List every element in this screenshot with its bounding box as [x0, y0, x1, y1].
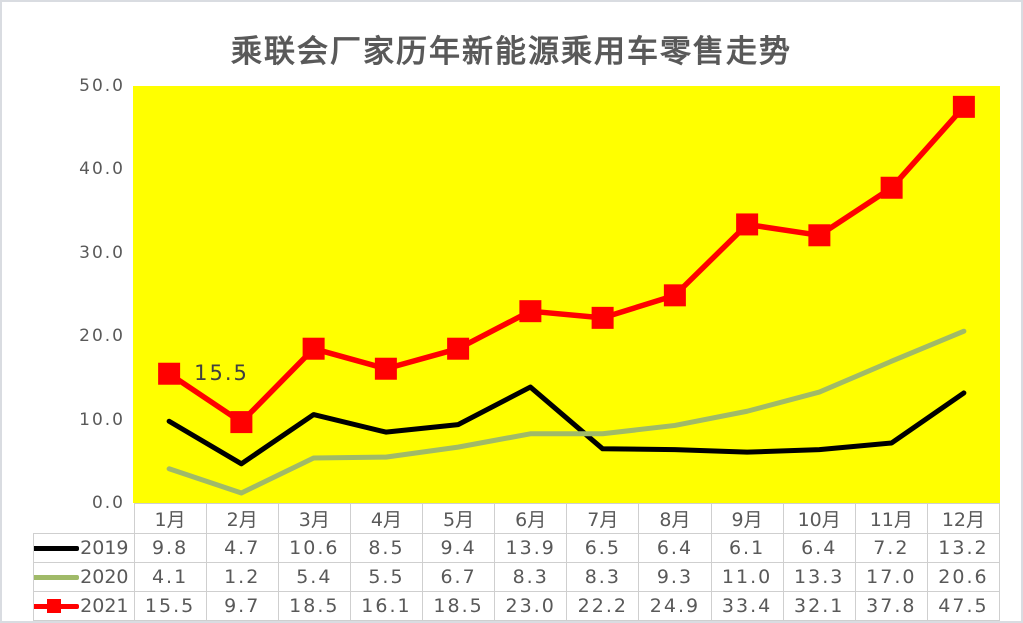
- month-header-cell: 11月: [854, 503, 928, 534]
- month-header-cell: 2月: [205, 503, 279, 534]
- series-marker-2021: [230, 411, 253, 434]
- series-marker-2021: [447, 337, 470, 360]
- value-cell-2021: 9.7: [205, 591, 279, 621]
- value-cell-2021: 37.8: [854, 591, 928, 621]
- table-row-2020: 2020 4.1 1.2 5.4 5.5 6.7 8.3 8.3 9.3 11.0 13.3 17.0…: [33, 562, 1001, 592]
- month-header-cell: 1月: [133, 503, 207, 534]
- value-cell-2019: 6.4: [638, 533, 712, 563]
- value-cell-2021: 33.4: [710, 591, 784, 621]
- month-header-cell: 12月: [926, 503, 1001, 534]
- month-header-cell: 10月: [782, 503, 856, 534]
- value-cell-2019: 10.6: [277, 533, 351, 563]
- month-header-cell: 9月: [710, 503, 784, 534]
- value-cell-2019: 6.1: [710, 533, 784, 563]
- table-row-2021: 2021 15.5 9.7 18.5 16.1 18.5 23.0 22.2 24.9 33.4 3…: [33, 591, 1001, 621]
- first-point-data-label: 15.5: [194, 360, 249, 385]
- y-axis-tick-label: 50.0: [79, 76, 125, 96]
- legend-line-icon-2021: [34, 599, 80, 613]
- month-header-cell: 5月: [421, 503, 496, 534]
- plot-area: 15.5: [133, 86, 1000, 503]
- series-label: 2019: [80, 537, 129, 559]
- chart-title: 乘联会厂家历年新能源乘用车零售走势: [231, 34, 792, 70]
- line-chart-canvas: [158, 95, 975, 496]
- month-header-cell: 8月: [638, 503, 712, 534]
- value-cell-2021: 15.5: [133, 591, 207, 621]
- value-cell-2020: 1.2: [205, 562, 279, 592]
- series-label: 2020: [80, 566, 129, 588]
- value-cell-2020: 11.0: [710, 562, 784, 592]
- y-axis-tick-label: 10.0: [79, 409, 125, 430]
- series-marker-2021: [591, 306, 614, 329]
- value-cell-2021: 24.9: [638, 591, 712, 621]
- value-cell-2020: 8.3: [566, 562, 640, 592]
- value-cell-2021: 22.2: [566, 591, 640, 621]
- value-cell-2019: 6.4: [782, 533, 856, 563]
- value-cell-2019: 6.5: [566, 533, 640, 563]
- legend-square-marker-icon: [47, 599, 62, 613]
- y-axis-tick-label: 40.0: [79, 159, 125, 180]
- value-cell-2019: 8.5: [349, 533, 424, 563]
- legend-line-icon-2019: [34, 545, 80, 551]
- series-marker-2021: [374, 357, 397, 380]
- month-header-cell: 6月: [494, 503, 568, 534]
- legend-cell-2019: 2019: [33, 533, 135, 563]
- month-header-cell: 7月: [566, 503, 640, 534]
- value-cell-2021: 32.1: [782, 591, 856, 621]
- value-cell-2020: 9.3: [638, 562, 712, 592]
- series-marker-2021: [880, 176, 903, 199]
- value-cell-2020: 13.3: [782, 562, 856, 592]
- value-cell-2020: 4.1: [133, 562, 207, 592]
- value-cell-2020: 8.3: [494, 562, 568, 592]
- series-marker-2021: [519, 300, 542, 323]
- value-cell-2020: 20.6: [926, 562, 1001, 592]
- month-header-cell: 4月: [349, 503, 424, 534]
- value-cell-2021: 18.5: [277, 591, 351, 621]
- table-row-2019: 2019 9.8 4.7 10.6 8.5 9.4 13.9 6.5 6.4 6.1 6.4 7.2 1…: [33, 533, 1001, 563]
- series-marker-2021: [158, 362, 181, 385]
- y-axis: 50.0 40.0 30.0 20.0 10.0 0.0: [2, 76, 125, 513]
- series-marker-2021: [736, 213, 759, 236]
- value-cell-2020: 17.0: [854, 562, 928, 592]
- legend-cell-2021: 2021: [33, 591, 135, 621]
- series-line-2021: [166, 104, 967, 425]
- series-line-2020: [166, 328, 967, 496]
- table-corner-spacer: [34, 504, 135, 534]
- month-header-cell: 3月: [277, 503, 351, 534]
- value-cell-2020: 5.4: [277, 562, 351, 592]
- value-cell-2021: 47.5: [926, 591, 1001, 621]
- value-cell-2019: 9.8: [133, 533, 207, 563]
- chart-data-table: 1月 2月 3月 4月 5月 6月 7月 8月 9月 10月 11月 12月 2019 9.8 4.7 10.…: [33, 503, 1001, 621]
- legend-cell-2020: 2020: [33, 562, 135, 592]
- value-cell-2021: 18.5: [421, 591, 496, 621]
- series-label: 2021: [80, 595, 129, 617]
- series-marker-2021: [302, 337, 325, 360]
- value-cell-2020: 6.7: [421, 562, 496, 592]
- value-cell-2019: 4.7: [205, 533, 279, 563]
- y-axis-tick-label: 30.0: [79, 242, 125, 263]
- y-axis-tick-label: 0.0: [91, 493, 125, 513]
- table-header-row: 1月 2月 3月 4月 5月 6月 7月 8月 9月 10月 11月 12月: [34, 503, 1001, 534]
- series-line-2019: [166, 384, 967, 467]
- value-cell-2021: 23.0: [494, 591, 568, 621]
- value-cell-2019: 13.2: [926, 533, 1001, 563]
- value-cell-2019: 7.2: [854, 533, 928, 563]
- series-marker-2021: [808, 224, 831, 247]
- series-marker-2021: [952, 95, 975, 118]
- series-marker-2021: [663, 284, 686, 307]
- value-cell-2019: 13.9: [494, 533, 568, 563]
- value-cell-2021: 16.1: [349, 591, 424, 621]
- legend-line-icon-2020: [34, 574, 80, 580]
- y-axis-tick-label: 20.0: [79, 326, 125, 347]
- value-cell-2020: 5.5: [349, 562, 424, 592]
- value-cell-2019: 9.4: [421, 533, 496, 563]
